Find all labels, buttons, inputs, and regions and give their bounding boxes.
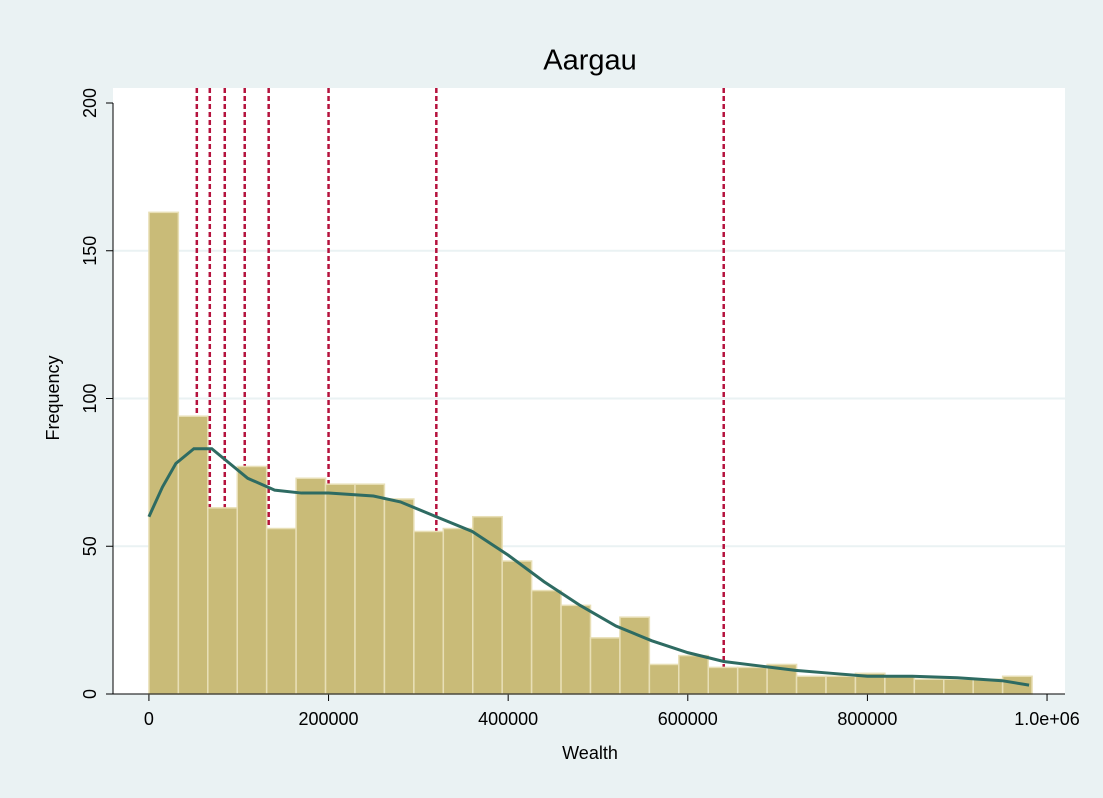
bar [825, 675, 857, 695]
x-tick-label: 1.0e+06 [1014, 709, 1080, 729]
bar [530, 589, 562, 695]
bar [295, 477, 327, 695]
bar [501, 560, 533, 695]
bar [589, 637, 621, 695]
y-tick-label: 150 [80, 236, 100, 266]
bar [648, 663, 680, 695]
bar [884, 675, 916, 695]
x-tick-label: 400000 [478, 709, 538, 729]
y-tick-label: 200 [80, 88, 100, 118]
bar [413, 530, 445, 695]
x-tick-label: 800000 [837, 709, 897, 729]
x-axis-label: Wealth [562, 743, 618, 763]
y-tick-label: 100 [80, 383, 100, 413]
bar [560, 604, 592, 695]
density-curve [147, 447, 1030, 687]
y-axis-label: Frequency [43, 355, 63, 440]
y-tick-label: 0 [80, 689, 100, 699]
bar [913, 678, 945, 695]
bar [265, 527, 297, 695]
x-tick-label: 0 [144, 709, 154, 729]
x-tick-label: 600000 [658, 709, 718, 729]
bar [442, 527, 474, 695]
bar [207, 507, 238, 695]
bar [383, 498, 415, 695]
bar [471, 515, 503, 695]
bar [943, 678, 974, 695]
y-tick-label: 50 [80, 536, 100, 556]
bar [678, 654, 710, 695]
bar [177, 415, 209, 695]
bar [736, 666, 768, 695]
bar [707, 666, 739, 695]
bar [354, 483, 386, 695]
bar [324, 483, 356, 695]
bar [236, 465, 268, 695]
bar [148, 211, 180, 695]
x-tick-label: 200000 [299, 709, 359, 729]
bar [795, 675, 827, 695]
chart-title: Aargau [543, 45, 637, 77]
